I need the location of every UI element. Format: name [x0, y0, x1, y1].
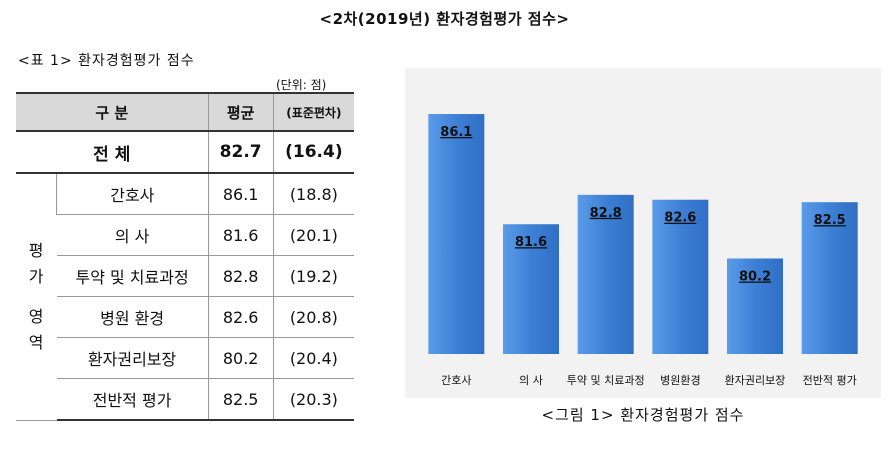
area-label-char: 영 — [28, 306, 44, 326]
row-mean: 81.6 — [207, 214, 274, 256]
bar-value-label: 82.5 — [814, 213, 846, 228]
area-label: 평 가 영 역 — [16, 173, 57, 421]
table-header-row: 구 분 평균 (표준편차) — [16, 92, 354, 132]
row-sd: (18.8) — [272, 173, 354, 215]
row-label: 환자권리보장 — [56, 337, 209, 379]
bar-chart: 86.1 간호사 81.6 의 사 82.8 투약 및 치료과정 82.6 병원환경 80.2 환… — [428, 114, 858, 387]
row-label: 병원 환경 — [56, 296, 209, 338]
table-unit: (단위: 점) — [276, 78, 327, 92]
bar-value-label: 81.6 — [515, 235, 547, 250]
area-label-char: 가 — [28, 266, 44, 286]
row-mean: 82.6 — [207, 296, 274, 338]
category-label: 전반적 평가 — [803, 374, 857, 387]
row-mean: 82.8 — [207, 255, 274, 297]
total-mean: 82.7 — [207, 131, 274, 174]
bar — [652, 199, 709, 354]
table-row: 의 사 81.6 (20.1) — [16, 214, 354, 256]
table-row-total: 전 체 82.7 (16.4) — [16, 131, 354, 174]
bar — [428, 114, 485, 354]
area-label-char: 평 — [28, 240, 44, 260]
page-title: <2차(2019년) 환자경험평가 점수> — [319, 10, 570, 28]
category-label: 병원환경 — [660, 374, 700, 387]
row-sd: (20.8) — [272, 296, 354, 338]
row-mean: 86.1 — [207, 173, 274, 215]
row-mean: 80.2 — [207, 337, 274, 379]
bar — [801, 202, 858, 354]
category-label: 간호사 — [441, 374, 471, 387]
table-row: 환자권리보장 80.2 (20.4) — [16, 337, 354, 379]
category-label: 환자권리보장 — [725, 374, 786, 387]
row-sd: (20.3) — [272, 378, 354, 421]
score-table: 구 분 평균 (표준편차) 전 체 82.7 (16.4) 평 가 영 역 간호… — [16, 92, 354, 421]
row-sd: (19.2) — [272, 255, 354, 297]
table-caption: <표 1> 환자경험평가 점수 — [18, 53, 195, 69]
table-row: 평 가 영 역 간호사 86.1 (18.8) — [16, 173, 354, 421]
row-sd: (20.1) — [272, 214, 354, 256]
row-label: 간호사 — [56, 173, 209, 215]
category-label: 투약 및 치료과정 — [567, 373, 645, 387]
category-label: 의 사 — [519, 374, 543, 387]
area-label-char: 역 — [28, 332, 44, 352]
table-row: 투약 및 치료과정 82.8 (19.2) — [16, 255, 354, 297]
bar-value-label: 80.2 — [739, 270, 771, 285]
table-row: 병원 환경 82.6 (20.8) — [16, 296, 354, 338]
bar-value-label: 82.6 — [664, 211, 696, 226]
row-label: 투약 및 치료과정 — [56, 255, 209, 297]
bar-value-label: 86.1 — [440, 125, 472, 140]
bar-value-label: 82.8 — [590, 206, 622, 221]
bar — [727, 258, 783, 354]
row-label: 의 사 — [56, 214, 209, 256]
bar — [577, 194, 634, 354]
row-mean: 82.5 — [207, 378, 274, 421]
row-label: 전반적 평가 — [56, 378, 209, 421]
header-category: 구 분 — [16, 92, 209, 132]
total-label: 전 체 — [16, 131, 209, 174]
chart-caption: <그림 1> 환자경험평가 점수 — [541, 406, 745, 424]
chart-panel: 86.1 간호사 81.6 의 사 82.8 투약 및 치료과정 82.6 병원환경 80.2 환… — [405, 68, 881, 398]
table-row: 전반적 평가 82.5 (20.3) — [16, 378, 354, 421]
bar — [503, 224, 559, 354]
header-sd: (표준편차) — [272, 92, 354, 132]
row-sd: (20.4) — [272, 337, 354, 379]
total-sd: (16.4) — [272, 131, 354, 174]
header-mean: 평균 — [207, 92, 274, 132]
